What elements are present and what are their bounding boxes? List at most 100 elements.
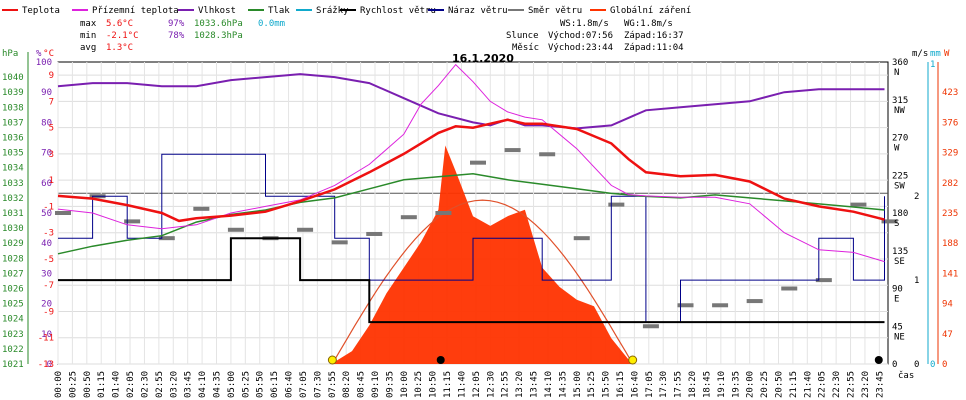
series-naraz-vetru: [58, 153, 885, 323]
pct-tick-label: 70: [41, 149, 52, 159]
direction-compass-label: E: [894, 295, 899, 305]
x-tick-label: 02:55: [155, 371, 165, 398]
wind-direction-mark: [400, 215, 417, 220]
hpa-tick-label: 1028: [2, 254, 24, 264]
x-tick-label: 01:40: [112, 371, 122, 398]
direction-tick-label: 225: [892, 171, 908, 181]
x-axis-label: čas: [898, 370, 914, 381]
legend-label-srazky: Srážky: [316, 6, 349, 16]
plot-area: 16.1.2020: [55, 52, 898, 365]
wind-direction-mark: [366, 231, 383, 236]
stats-label-avg: avg: [80, 43, 96, 53]
x-tick-label: 09:35: [385, 371, 395, 398]
x-tick-label: 01:15: [97, 371, 107, 398]
direction-tick-label: 180: [892, 209, 908, 219]
sunset-marker: [628, 355, 638, 365]
legend-label-rychlost-vetru: Rychlost větru: [360, 6, 436, 16]
hpa-tick-label: 1039: [2, 88, 24, 98]
x-tick-label: 15:00: [573, 371, 583, 398]
direction-compass-label: NE: [894, 332, 905, 342]
stats-max-temp: 5.6°C: [106, 19, 133, 29]
stats-max-rain: 0.0mm: [258, 19, 285, 29]
x-tick-label: 12:05: [472, 371, 482, 398]
wind-direction-mark: [227, 227, 244, 232]
x-tick-label: 16:15: [616, 371, 626, 398]
legend-label-naraz-vetru: Náraz větru: [448, 6, 508, 16]
direction-tick-label: 135: [892, 247, 908, 257]
stats-max-pressure: 1033.6hPa: [194, 19, 243, 29]
moon-rise: Východ:23:44: [548, 43, 613, 53]
x-tick-label: 22:05: [818, 371, 828, 398]
degc-tick-label: -7: [43, 281, 54, 291]
x-tick-label: 06:15: [270, 371, 280, 398]
x-tick-label: 11:15: [443, 371, 453, 398]
w-tick-label: 94: [942, 300, 953, 310]
x-tick-label: 06:40: [285, 371, 295, 398]
x-tick-label: 17:05: [645, 371, 655, 398]
x-tick-label: 09:10: [371, 371, 381, 398]
hpa-tick-label: 1024: [2, 315, 24, 325]
hpa-tick-label: 1029: [2, 239, 24, 249]
wind-direction-mark: [470, 160, 486, 165]
sun-rise: Východ:07:56: [548, 31, 613, 41]
pct-tick-label: 20: [41, 300, 52, 310]
hpa-tick-label: 1021: [2, 360, 24, 370]
wind-speed-info: WS:1.8m/s: [560, 19, 609, 29]
x-tick-label: 08:45: [357, 371, 367, 398]
wind-direction-mark: [712, 303, 729, 308]
moon-label: Měsíc: [512, 43, 539, 53]
ms-tick-label: 2: [914, 192, 919, 202]
stats-min-temp: -2.1°C: [106, 31, 139, 41]
x-tick-label: 20:25: [760, 371, 770, 398]
wind-direction-mark: [435, 211, 452, 215]
hpa-tick-label: 1025: [2, 300, 24, 310]
x-tick-label: 18:45: [702, 371, 712, 398]
pct-tick-label: 0: [47, 360, 52, 370]
x-tick-label: 07:30: [313, 371, 323, 398]
x-tick-label: 20:50: [774, 371, 784, 398]
axis-title-pct: %: [36, 49, 42, 59]
wind-direction-mark: [504, 148, 521, 153]
series-tlak: [57, 172, 885, 255]
degc-tick-label: -3: [43, 229, 54, 239]
ms-tick-label: 1: [914, 276, 919, 286]
wind-direction-mark: [55, 211, 71, 215]
x-tick-label: 13:20: [515, 371, 525, 398]
pct-tick-label: 30: [41, 269, 52, 279]
w-tick-label: 47: [942, 330, 953, 340]
mm-tick-label: 1: [930, 60, 935, 70]
wind-direction-mark: [193, 206, 210, 211]
sun-set: Západ:16:37: [624, 31, 684, 41]
x-tick-label: 12:55: [501, 371, 511, 398]
x-tick-label: 04:10: [198, 371, 208, 398]
x-tick-label: 10:25: [414, 371, 424, 398]
axes: hPa% °C1021102210231024102510261027102810…: [2, 49, 958, 398]
direction-tick-label: 315: [892, 96, 908, 106]
x-tick-label: 17:30: [659, 371, 669, 398]
pct-tick-label: 40: [41, 239, 52, 249]
x-tick-label: 05:25: [241, 371, 251, 398]
x-tick-label: 17:55: [674, 371, 684, 398]
moonset-marker: [436, 356, 445, 364]
pct-tick-label: 50: [41, 209, 52, 219]
x-tick-label: 15:25: [587, 371, 597, 398]
w-tick-label: 141: [942, 269, 958, 279]
degc-tick-label: 5: [49, 124, 54, 134]
x-tick-label: 08:20: [342, 371, 352, 398]
x-tick-label: 00:50: [83, 371, 93, 398]
x-tick-label: 23:20: [861, 371, 871, 398]
legend-label-vlhkost: Vlhkost: [198, 6, 236, 16]
stats-min-pressure: 1028.3hPa: [194, 31, 243, 41]
hpa-tick-label: 1022: [2, 345, 24, 355]
axis-title-ms: m/s: [912, 49, 928, 59]
w-tick-label: 0: [942, 360, 947, 370]
x-tick-label: 02:05: [126, 371, 136, 398]
wind-direction-mark: [781, 286, 798, 291]
x-tick-label: 13:45: [530, 371, 540, 398]
direction-tick-label: 0: [892, 360, 897, 370]
w-tick-label: 188: [942, 239, 958, 249]
wind-direction-mark: [297, 227, 314, 232]
legend-label-globalni-zareni: Globální záření: [610, 6, 691, 16]
x-tick-label: 23:45: [875, 371, 885, 398]
